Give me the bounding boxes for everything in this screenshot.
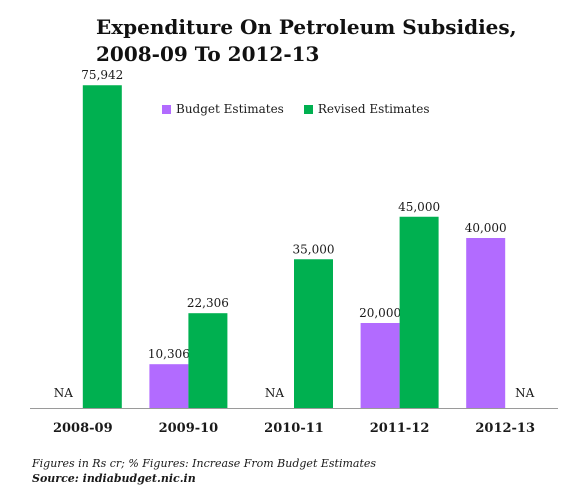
data-label-budget-estimates-2009-10: 10,306 <box>148 347 190 361</box>
data-label-revised-estimates-2008-09: 75,942 <box>81 68 123 82</box>
data-label-budget-estimates-2008-09: NA <box>54 386 74 400</box>
x-tick-label-2010-11: 2010-11 <box>264 421 324 436</box>
chart-title-line-2: 2008-09 To 2012-13 <box>96 42 320 66</box>
legend-swatch-budget <box>162 104 171 114</box>
legend-item-revised: Revised Estimates <box>303 102 430 116</box>
bar-revised-estimates-2009-10 <box>188 313 228 408</box>
source-note: Source: indiabudget.nic.in <box>32 472 196 485</box>
data-label-budget-estimates-2012-13: 40,000 <box>465 221 507 235</box>
bar-revised-estimates-2011-12 <box>399 216 439 408</box>
footnote: Figures in Rs cr; % Figures: Increase Fr… <box>32 457 377 470</box>
legend-label-budget: Budget Estimates <box>176 102 284 116</box>
data-label-revised-estimates-2010-11: 35,000 <box>293 242 335 256</box>
x-tick-label-2009-10: 2009-10 <box>159 421 219 436</box>
data-label-revised-estimates-2009-10: 22,306 <box>187 296 229 310</box>
x-tick-label-2008-09: 2008-09 <box>53 421 113 436</box>
data-label-revised-estimates-2011-12: 45,000 <box>398 200 440 214</box>
bar-budget-estimates-2009-10 <box>149 364 189 408</box>
data-label-budget-estimates-2010-11: NA <box>265 386 285 400</box>
bar-budget-estimates-2012-13 <box>466 238 506 408</box>
chart-title-line-1: Expenditure On Petroleum Subsidies, <box>96 15 517 39</box>
legend-swatch-revised <box>303 104 313 114</box>
legend-item-budget: Budget Estimates <box>162 102 284 116</box>
chart-title: Expenditure On Petroleum Subsidies, 2008… <box>96 14 536 68</box>
legend-label-revised: Revised Estimates <box>317 102 430 116</box>
x-tick-label-2012-13: 2012-13 <box>475 421 535 436</box>
bar-revised-estimates-2008-09 <box>82 85 122 409</box>
bar-revised-estimates-2010-11 <box>294 259 333 408</box>
legend: Budget Estimates Revised Estimates <box>162 100 450 118</box>
data-label-budget-estimates-2011-12: 20,000 <box>359 306 401 320</box>
x-tick-label-2011-12: 2011-12 <box>370 421 430 436</box>
data-label-revised-estimates-2012-13: NA <box>515 386 535 400</box>
bar-budget-estimates-2011-12 <box>360 323 400 408</box>
